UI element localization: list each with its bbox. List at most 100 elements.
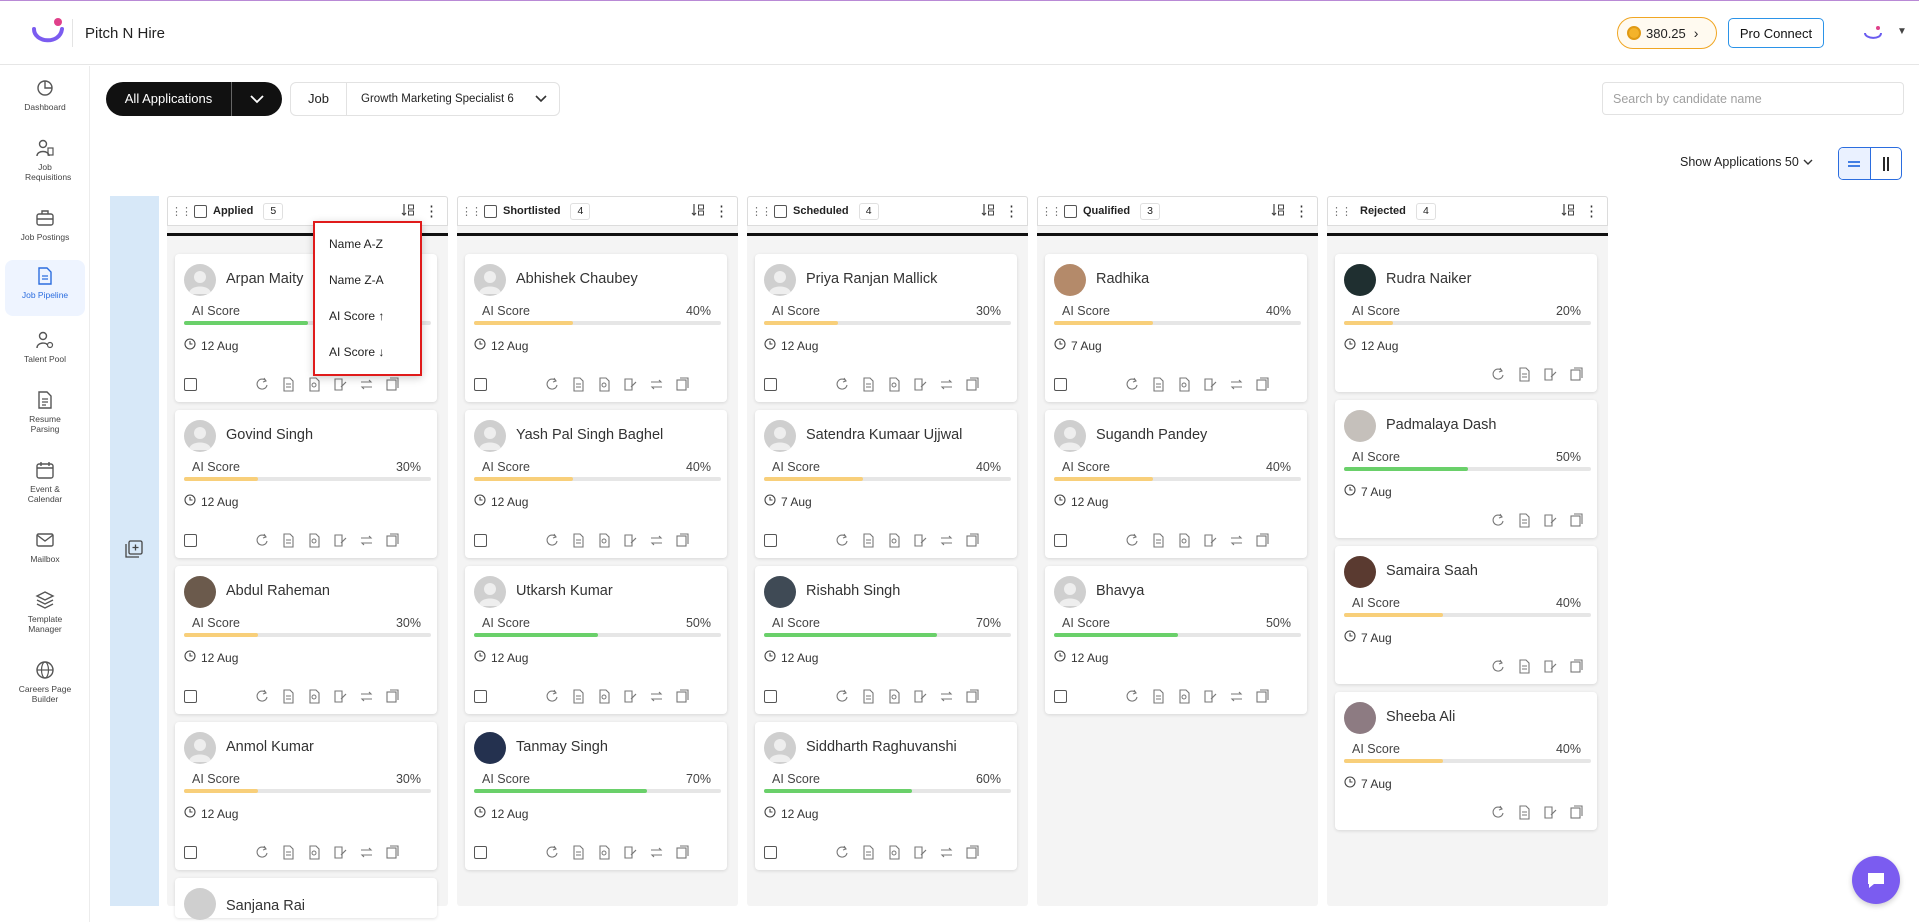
candidate-name[interactable]: Anmol Kumar	[226, 739, 314, 755]
sidebar-item-job-postings[interactable]: Job Postings	[5, 202, 85, 242]
document-icon[interactable]	[1517, 805, 1532, 820]
refresh-icon[interactable]	[255, 377, 270, 392]
drag-handle-icon[interactable]: ⋮⋮	[1041, 205, 1062, 218]
sort-option-name-asc[interactable]: Name A-Z	[329, 237, 384, 251]
candidate-name[interactable]: Satendra Kumaar Ujjwal	[806, 427, 963, 443]
all-applications-button[interactable]: All Applications	[106, 82, 282, 116]
swap-icon[interactable]	[939, 377, 954, 392]
document-icon[interactable]	[281, 845, 296, 860]
candidate-card[interactable]: Samaira Saah AI Score 40% 7 Aug	[1335, 546, 1597, 684]
select-all-checkbox[interactable]	[774, 204, 787, 218]
search-document-icon[interactable]	[597, 689, 612, 704]
candidate-card[interactable]: Tanmay Singh AI Score 70% 12 Aug	[465, 722, 727, 870]
notes-icon[interactable]	[675, 377, 690, 392]
candidate-checkbox[interactable]	[184, 846, 197, 859]
candidate-card[interactable]: Abhishek Chaubey AI Score 40% 12 Aug	[465, 254, 727, 402]
candidate-name[interactable]: Tanmay Singh	[516, 739, 608, 755]
search-document-icon[interactable]	[597, 377, 612, 392]
document-icon[interactable]	[1151, 533, 1166, 548]
notes-icon[interactable]	[965, 377, 980, 392]
search-document-icon[interactable]	[307, 689, 322, 704]
notes-icon[interactable]	[965, 689, 980, 704]
candidate-checkbox[interactable]	[184, 378, 197, 391]
sidebar-item-dashboard[interactable]: Dashboard	[5, 72, 85, 112]
candidate-card[interactable]: Govind Singh AI Score 30% 12 Aug	[175, 410, 437, 558]
notes-icon[interactable]	[385, 689, 400, 704]
notes-icon[interactable]	[965, 845, 980, 860]
refresh-icon[interactable]	[545, 377, 560, 392]
document-icon[interactable]	[861, 533, 876, 548]
notes-icon[interactable]	[385, 533, 400, 548]
notes-icon[interactable]	[1569, 805, 1584, 820]
candidate-checkbox[interactable]	[474, 690, 487, 703]
drag-handle-icon[interactable]: ⋮⋮	[171, 205, 192, 218]
sort-icon[interactable]	[1561, 203, 1575, 220]
edit-document-icon[interactable]	[623, 377, 638, 392]
candidate-checkbox[interactable]	[1054, 534, 1067, 547]
refresh-icon[interactable]	[1125, 533, 1140, 548]
edit-document-icon[interactable]	[913, 533, 928, 548]
candidate-name[interactable]: Sheeba Ali	[1386, 709, 1456, 725]
notes-icon[interactable]	[1255, 533, 1270, 548]
candidate-name[interactable]: Padmalaya Dash	[1386, 417, 1497, 433]
edit-document-icon[interactable]	[333, 533, 348, 548]
profile-avatar-icon[interactable]	[1862, 24, 1884, 42]
candidate-search-input[interactable]	[1602, 82, 1904, 115]
swap-icon[interactable]	[359, 377, 374, 392]
swap-icon[interactable]	[359, 533, 374, 548]
candidate-card[interactable]: Sheeba Ali AI Score 40% 7 Aug	[1335, 692, 1597, 830]
edit-document-icon[interactable]	[333, 377, 348, 392]
swap-icon[interactable]	[359, 689, 374, 704]
job-select[interactable]: Job Growth Marketing Specialist 6	[290, 82, 560, 116]
swap-icon[interactable]	[939, 689, 954, 704]
swap-icon[interactable]	[649, 377, 664, 392]
refresh-icon[interactable]	[545, 845, 560, 860]
swap-icon[interactable]	[1229, 689, 1244, 704]
candidate-card[interactable]: Utkarsh Kumar AI Score 50% 12 Aug	[465, 566, 727, 714]
drag-handle-icon[interactable]: ⋮⋮	[751, 205, 772, 218]
candidate-name[interactable]: Sanjana Rai	[226, 898, 305, 914]
edit-document-icon[interactable]	[1203, 533, 1218, 548]
sort-option-score-desc[interactable]: AI Score ↓	[329, 345, 385, 359]
search-document-icon[interactable]	[1177, 533, 1192, 548]
more-options-icon[interactable]: ⋮	[1004, 202, 1019, 220]
refresh-icon[interactable]	[255, 533, 270, 548]
sort-option-score-asc[interactable]: AI Score ↑	[329, 309, 385, 323]
search-document-icon[interactable]	[887, 533, 902, 548]
refresh-icon[interactable]	[835, 533, 850, 548]
search-document-icon[interactable]	[887, 845, 902, 860]
sidebar-item-resume-parsing[interactable]: Resume Parsing	[5, 384, 85, 434]
document-icon[interactable]	[1151, 377, 1166, 392]
notes-icon[interactable]	[385, 377, 400, 392]
select-all-checkbox[interactable]	[194, 204, 207, 218]
search-document-icon[interactable]	[307, 377, 322, 392]
candidate-name[interactable]: Yash Pal Singh Baghel	[516, 427, 664, 443]
candidate-checkbox[interactable]	[184, 690, 197, 703]
coins-balance-button[interactable]: 380.25 ›	[1617, 17, 1717, 49]
candidate-checkbox[interactable]	[764, 690, 777, 703]
swap-icon[interactable]	[1229, 533, 1244, 548]
document-icon[interactable]	[281, 689, 296, 704]
sort-option-name-desc[interactable]: Name Z-A	[329, 273, 384, 287]
candidate-card[interactable]: Bhavya AI Score 50% 12 Aug	[1045, 566, 1307, 714]
candidate-card[interactable]: Rudra Naiker AI Score 20% 12 Aug	[1335, 254, 1597, 392]
edit-document-icon[interactable]	[1203, 377, 1218, 392]
drag-handle-icon[interactable]: ⋮⋮	[461, 205, 482, 218]
search-document-icon[interactable]	[887, 377, 902, 392]
more-options-icon[interactable]: ⋮	[714, 202, 729, 220]
refresh-icon[interactable]	[835, 845, 850, 860]
candidate-card[interactable]: Sugandh Pandey AI Score 40% 12 Aug	[1045, 410, 1307, 558]
list-view-button[interactable]	[1839, 148, 1871, 179]
document-icon[interactable]	[1517, 367, 1532, 382]
candidate-checkbox[interactable]	[764, 846, 777, 859]
candidate-name[interactable]: Abhishek Chaubey	[516, 271, 638, 287]
search-document-icon[interactable]	[307, 845, 322, 860]
sort-icon[interactable]	[401, 203, 415, 220]
document-icon[interactable]	[571, 689, 586, 704]
candidate-checkbox[interactable]	[184, 534, 197, 547]
more-options-icon[interactable]: ⋮	[424, 202, 439, 220]
profile-caret-icon[interactable]: ▼	[1897, 26, 1907, 37]
candidate-name[interactable]: Samaira Saah	[1386, 563, 1478, 579]
refresh-icon[interactable]	[545, 689, 560, 704]
drag-handle-icon[interactable]: ⋮⋮	[1331, 205, 1352, 218]
